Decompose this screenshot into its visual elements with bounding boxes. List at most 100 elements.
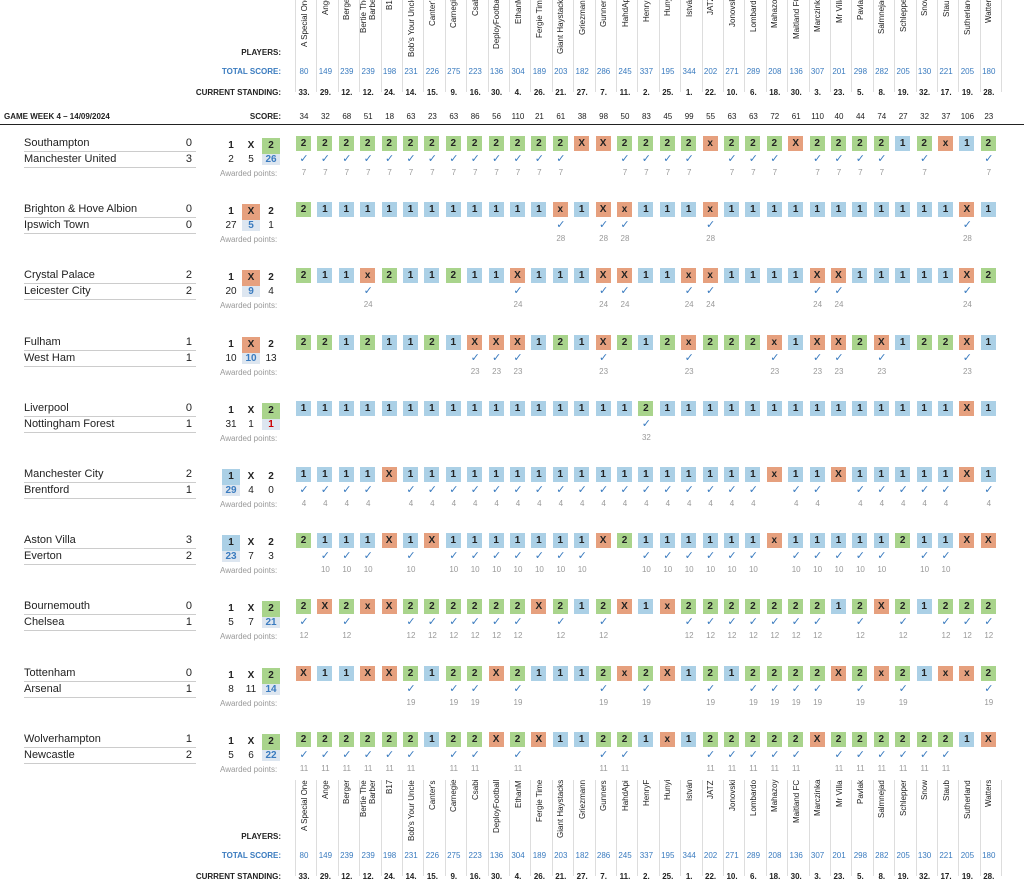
awarded-points: 4 (686, 499, 692, 508)
player-pick: 2 (360, 731, 377, 747)
player-pick: X (809, 334, 826, 350)
player-pick: x (617, 202, 633, 218)
awarded-points: 10 (706, 565, 716, 575)
team-underline (24, 762, 196, 764)
outcome-count: 31 (225, 418, 237, 430)
correct-check-icon: ✓ (427, 153, 437, 165)
player-pick: 1 (488, 268, 505, 284)
top-player-standing: 10. (726, 88, 738, 97)
player-name-text: Sutherland (962, 780, 972, 819)
player-pick: 2 (338, 731, 355, 747)
player-pick: X (360, 665, 377, 681)
player-week-score: 21 (534, 112, 544, 121)
awarded-points: 4 (986, 499, 992, 508)
correct-check-icon: ✓ (363, 484, 373, 496)
player-pick: 1 (381, 334, 398, 350)
top-player-name: DeployFootball (490, 0, 504, 58)
awarded-points: 24 (706, 300, 716, 310)
player-pick: 2 (766, 136, 783, 151)
home-goals: 2 (185, 468, 192, 480)
top-player-standing: 27. (576, 88, 588, 97)
awarded-points: 7 (879, 168, 885, 177)
player-week-score: 51 (363, 112, 373, 121)
player-pick: X (959, 202, 976, 218)
player-pick: 1 (510, 467, 526, 482)
player-pick: 1 (724, 533, 740, 549)
top-player-total: 271 (725, 67, 739, 76)
correct-check-icon: ✓ (406, 616, 416, 629)
awarded-points: 12 (342, 631, 352, 641)
player-week-score: 99 (684, 112, 694, 121)
player-week-score: 72 (770, 112, 780, 121)
correct-check-icon: ✓ (556, 219, 566, 232)
correct-check-icon: ✓ (363, 153, 373, 165)
player-pick: 1 (766, 400, 783, 416)
player-pick: 1 (574, 334, 591, 350)
awarded-points-label: Awarded points: (220, 698, 278, 708)
correct-check-icon: ✓ (812, 616, 823, 629)
correct-check-icon: ✓ (834, 550, 844, 563)
correct-check-icon: ✓ (598, 616, 609, 629)
outcome-option-x: X (247, 537, 255, 549)
player-pick: 2 (381, 268, 398, 284)
player-pick: 1 (852, 202, 869, 218)
awarded-points: 11 (706, 763, 715, 773)
score-label: SCORE: (249, 112, 281, 121)
player-pick: 1 (831, 599, 847, 615)
outcome-count: 9 (242, 286, 260, 298)
player-pick: 1 (681, 467, 698, 482)
player-pick: 2 (296, 268, 312, 284)
awarded-points: 11 (941, 763, 951, 773)
player-pick: X (595, 533, 612, 549)
bottom-player-total: 289 (746, 851, 761, 860)
player-pick: 2 (681, 136, 698, 151)
bottom-column-divider (744, 780, 746, 876)
player-pick: x (938, 136, 954, 151)
outcome-count: 0 (268, 485, 274, 496)
player-pick: 1 (724, 268, 740, 284)
outcome-count: 22 (262, 749, 280, 761)
awarded-points-label: Awarded points: (220, 632, 278, 642)
outcome-count: 10 (225, 352, 237, 364)
awarded-points: 19 (513, 697, 523, 707)
top-player-total: 286 (596, 67, 611, 76)
correct-check-icon: ✓ (449, 682, 459, 695)
correct-check-icon: ✓ (941, 550, 951, 563)
player-week-score: 63 (449, 112, 459, 121)
awarded-points: 10 (492, 565, 502, 575)
home-team: Bournemouth (24, 600, 91, 613)
awarded-points: 4 (622, 499, 628, 508)
team-divider (24, 548, 196, 550)
player-pick: 2 (873, 731, 890, 747)
top-total-score-label: TOTAL SCORE: (221, 67, 281, 76)
awarded-points: 7 (751, 168, 756, 177)
player-pick: X (831, 467, 847, 482)
player-name-text: Carnegie (449, 0, 459, 29)
correct-check-icon: ✓ (705, 285, 716, 298)
player-pick: 2 (659, 136, 676, 151)
awarded-points: 12 (770, 631, 780, 641)
awarded-points: 12 (962, 631, 972, 641)
player-week-score: 63 (748, 112, 758, 121)
player-pick: 1 (531, 467, 548, 482)
bottom-player-standing: 11. (619, 872, 631, 881)
player-name-text: Staub (941, 0, 951, 17)
bottom-column-divider (637, 780, 639, 876)
player-pick: 2 (724, 334, 740, 350)
player-week-score: 56 (492, 112, 502, 121)
outcome-count: 7 (248, 617, 254, 629)
player-pick: X (595, 268, 612, 284)
awarded-points: 11 (364, 763, 373, 773)
player-pick: X (381, 533, 398, 549)
awarded-points: 11 (385, 763, 394, 773)
bottom-column-divider (979, 780, 981, 876)
correct-check-icon: ✓ (449, 484, 459, 496)
player-name-text: Mahazoy (770, 0, 780, 29)
awarded-points-label: Awarded points: (220, 566, 278, 576)
top-player-name: István (682, 0, 696, 58)
player-pick: 1 (745, 268, 762, 284)
player-pick: X (831, 334, 847, 350)
awarded-points: 10 (791, 565, 801, 575)
bottom-player-total: 136 (489, 851, 504, 860)
player-week-score: 61 (791, 112, 801, 121)
